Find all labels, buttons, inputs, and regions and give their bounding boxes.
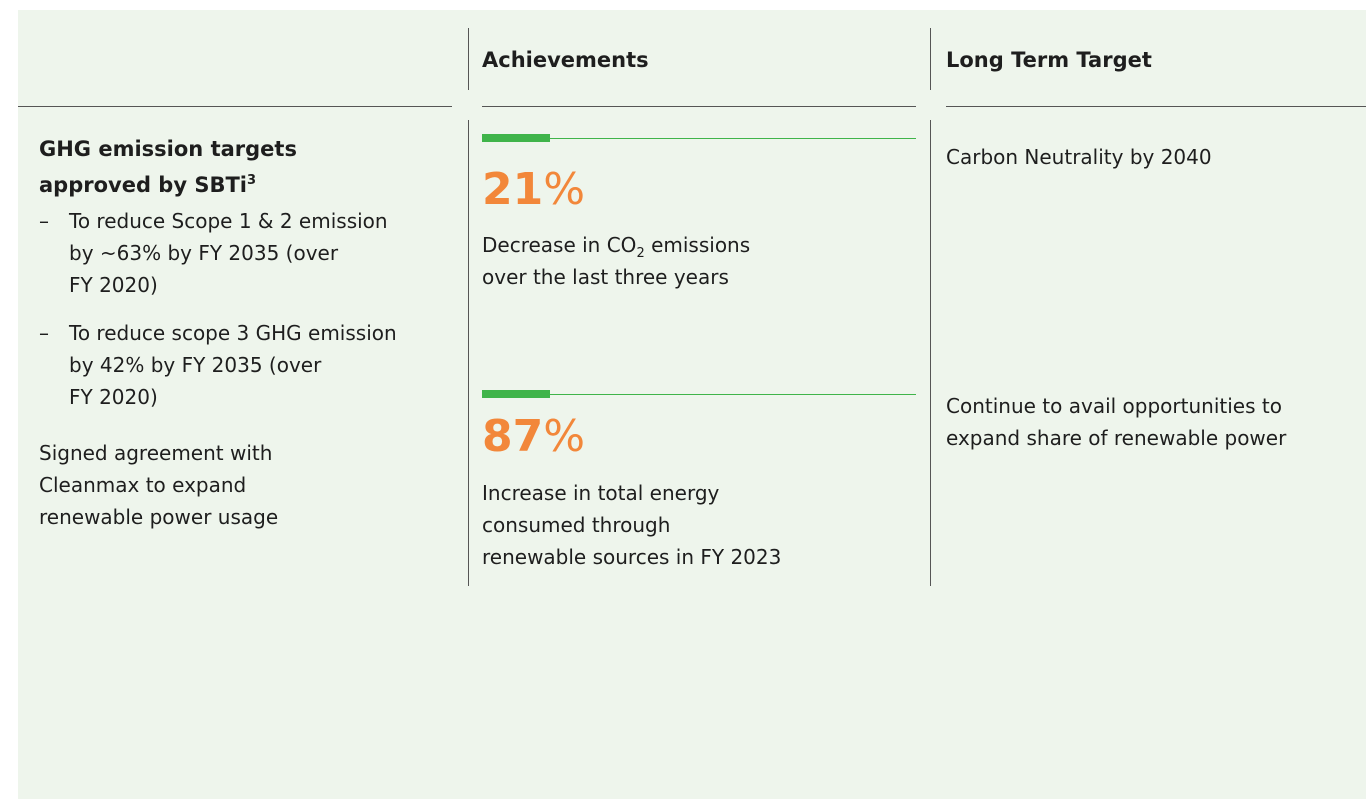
bullet-mark: – xyxy=(39,209,49,233)
accent-bar xyxy=(482,390,550,398)
bullet-text: by ~63% by FY 2035 (over xyxy=(69,241,339,265)
divider xyxy=(468,28,469,90)
stat-text: Increase in total energy xyxy=(482,481,720,505)
stat-value: 87 xyxy=(482,411,544,462)
stat-text-part: Decrease in CO xyxy=(482,233,637,257)
stat-unit: % xyxy=(543,164,586,215)
accent-bar xyxy=(482,134,550,142)
stat-unit: % xyxy=(543,411,586,462)
rule xyxy=(482,106,916,107)
stat: 21% xyxy=(482,165,585,215)
footnote-mark: 3 xyxy=(246,173,257,188)
bullet-text: FY 2020) xyxy=(69,273,158,297)
column-header: Achievements xyxy=(482,48,649,72)
accent-line xyxy=(482,138,916,139)
rule xyxy=(18,106,452,107)
paragraph-line: Signed agreement with xyxy=(39,441,273,465)
divider xyxy=(930,120,931,586)
target-text: expand share of renewable power xyxy=(946,426,1287,450)
heading: GHG emission targets xyxy=(39,137,297,161)
bullet-text: by 42% by FY 2035 (over xyxy=(69,353,322,377)
stat: 87% xyxy=(482,412,585,462)
bullet-text: To reduce scope 3 GHG emission xyxy=(69,321,397,345)
accent-line xyxy=(482,394,916,395)
paragraph-line: renewable power usage xyxy=(39,505,279,529)
stat-text: Decrease in CO2 emissions xyxy=(482,229,750,270)
paragraph-line: Cleanmax to expand xyxy=(39,473,247,497)
column-header: Long Term Target xyxy=(946,48,1152,72)
target-text: Carbon Neutrality by 2040 xyxy=(946,145,1212,169)
subscript: 2 xyxy=(636,246,645,261)
panel: Achievements Long Term Target GHG emissi… xyxy=(18,10,1366,799)
divider xyxy=(930,28,931,90)
divider xyxy=(468,120,469,586)
bullet-text: To reduce Scope 1 & 2 emission xyxy=(69,209,388,233)
heading: approved by SBTi3 xyxy=(39,165,256,201)
target-text: Continue to avail opportunities to xyxy=(946,394,1282,418)
stat-text: renewable sources in FY 2023 xyxy=(482,545,782,569)
rule xyxy=(946,106,1366,107)
bullet-mark: – xyxy=(39,321,49,345)
stat-text-part: emissions xyxy=(644,233,751,257)
stat-text: consumed through xyxy=(482,513,671,537)
stat-value: 21 xyxy=(482,164,544,215)
stat-text: over the last three years xyxy=(482,265,729,289)
bullet-text: FY 2020) xyxy=(69,385,158,409)
heading-text: approved by SBTi xyxy=(39,173,247,197)
